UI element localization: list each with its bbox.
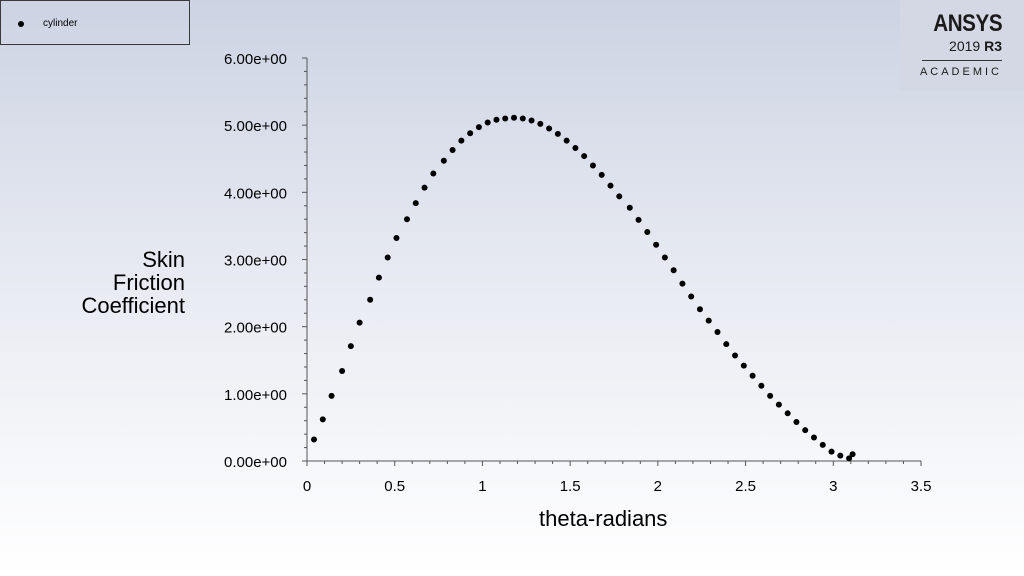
data-point (819, 441, 826, 448)
data-point (810, 434, 817, 441)
data-point (705, 317, 712, 324)
data-point (519, 115, 526, 122)
data-point (802, 427, 809, 434)
data-point (758, 382, 765, 389)
data-point (572, 145, 579, 152)
data-point (319, 416, 326, 423)
data-point (528, 117, 535, 124)
data-point (554, 130, 561, 137)
y-axis-label-line-1: Skin (142, 247, 185, 272)
legend-box: cylinder (0, 0, 190, 45)
data-point (421, 184, 428, 191)
data-point (644, 228, 651, 235)
data-point (849, 451, 856, 458)
data-point (546, 125, 553, 132)
logo-version-year: 2019 (949, 38, 981, 54)
y-tick-label: 5.00e+00 (224, 118, 287, 135)
x-tick-label: 0.5 (384, 478, 405, 495)
y-tick-label: 4.00e+00 (224, 185, 287, 202)
data-point (616, 193, 623, 200)
logo-brand: ANSYS (933, 10, 1002, 37)
x-tick-label: 3.5 (911, 478, 932, 495)
ansys-logo: ANSYS 2019 R3 ACADEMIC (900, 0, 1024, 91)
y-axis-label-line-2: Friction (112, 270, 185, 295)
data-point (740, 362, 747, 369)
y-tick-label: 0.00e+00 (224, 454, 287, 471)
data-point (828, 448, 835, 455)
x-tick-label: 0 (303, 478, 311, 495)
data-point (837, 452, 844, 459)
logo-edition: ACADEMIC (919, 66, 1002, 78)
data-point (598, 171, 605, 178)
data-point (537, 120, 544, 127)
data-point (784, 410, 791, 417)
data-point (339, 367, 346, 374)
logo-version-release: R3 (984, 38, 1002, 54)
data-point (653, 241, 660, 248)
data-point (475, 124, 482, 131)
data-point (449, 147, 456, 154)
data-point (846, 455, 853, 462)
data-point (589, 162, 596, 169)
x-tick-label: 3 (829, 478, 837, 495)
data-point (430, 170, 437, 177)
data-point (723, 341, 730, 348)
data-point (661, 254, 668, 261)
data-point (775, 401, 782, 408)
data-point (458, 137, 465, 144)
data-point (626, 204, 633, 211)
x-axis-label: theta-radians (539, 506, 668, 531)
data-point (367, 296, 374, 303)
data-point (347, 343, 354, 350)
data-point (440, 157, 447, 164)
data-point (484, 119, 491, 126)
x-tick-label: 1.5 (560, 478, 581, 495)
y-tick-label: 2.00e+00 (224, 320, 287, 337)
data-point (793, 419, 800, 426)
data-point (502, 115, 509, 122)
data-point (767, 392, 774, 399)
data-point (511, 114, 518, 121)
data-point (732, 352, 739, 359)
logo-divider (922, 60, 1002, 61)
data-point (679, 280, 686, 287)
legend-label-cylinder: cylinder (43, 18, 78, 29)
y-tick-label: 1.00e+00 (224, 387, 287, 404)
data-point (670, 267, 677, 274)
data-point (375, 274, 382, 281)
logo-version: 2019 R3 (949, 38, 1002, 54)
data-point (749, 372, 756, 379)
data-point (696, 306, 703, 313)
data-point (607, 182, 614, 189)
y-axis-label-line-3: Coefficient (81, 293, 185, 318)
data-point (311, 436, 318, 443)
x-tick-label: 2.5 (735, 478, 756, 495)
data-point (635, 216, 642, 223)
data-point (384, 254, 391, 261)
data-point (356, 319, 363, 326)
legend-marker-icon (18, 21, 24, 27)
y-tick-label: 6.00e+00 (224, 51, 287, 68)
y-axis-label: Skin Friction Coefficient (81, 248, 185, 317)
x-tick-label: 2 (654, 478, 662, 495)
data-point (563, 137, 570, 144)
data-point (467, 130, 474, 137)
data-point (714, 329, 721, 336)
data-point (688, 293, 695, 300)
x-tick-label: 1 (478, 478, 486, 495)
data-point (328, 392, 335, 399)
data-point (412, 200, 419, 207)
data-point (493, 116, 500, 123)
data-point (393, 235, 400, 242)
data-point (403, 216, 410, 223)
y-tick-label: 3.00e+00 (224, 253, 287, 270)
data-point (581, 153, 588, 160)
